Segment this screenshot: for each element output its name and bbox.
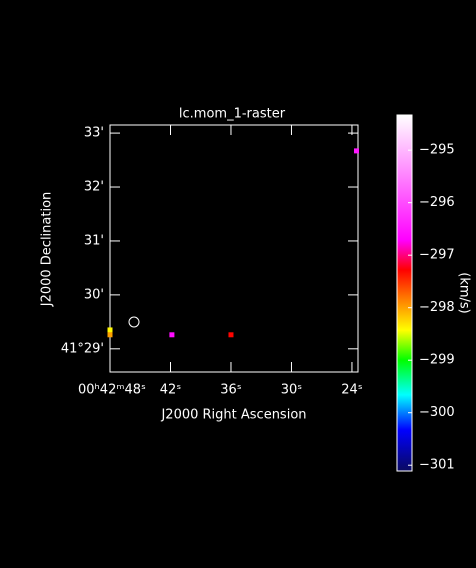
colorbar-tick-label: −300 (419, 405, 455, 420)
x-tick-label: 24ˢ (341, 383, 363, 398)
x-tick-label: 42ˢ (160, 383, 182, 398)
x-axis-label: J2000 Right Ascension (160, 408, 306, 423)
pixel (107, 332, 113, 338)
chart-title: lc.mom_1-raster (179, 107, 286, 122)
colorbar-tick-label: −301 (419, 458, 455, 473)
x-tick-label: 00ʰ42ᵐ48ˢ (78, 383, 146, 398)
pixel (169, 332, 175, 338)
y-tick-label: 30' (84, 287, 104, 302)
colorbar-tick-label: −296 (419, 195, 455, 210)
colorbar-tick-label: −295 (419, 143, 455, 158)
y-tick-label: 32' (84, 180, 104, 195)
pixel (107, 327, 113, 333)
plot-frame (109, 124, 359, 373)
colorbar (396, 114, 413, 472)
beam (128, 316, 140, 328)
pixel (353, 148, 359, 154)
y-tick-label: 41°29' (61, 341, 104, 356)
colorbar-tick-label: −297 (419, 248, 455, 263)
colorbar-tick-label: −299 (419, 353, 455, 368)
colorbar-label: (km/s) (457, 272, 472, 314)
x-tick-label: 30ˢ (281, 383, 303, 398)
pixel (228, 332, 234, 338)
colorbar-tick-label: −298 (419, 300, 455, 315)
y-tick-label: 33' (84, 126, 104, 141)
y-tick-label: 31' (84, 233, 104, 248)
y-axis-label: J2000 Declination (40, 192, 55, 308)
x-tick-label: 36ˢ (220, 383, 242, 398)
